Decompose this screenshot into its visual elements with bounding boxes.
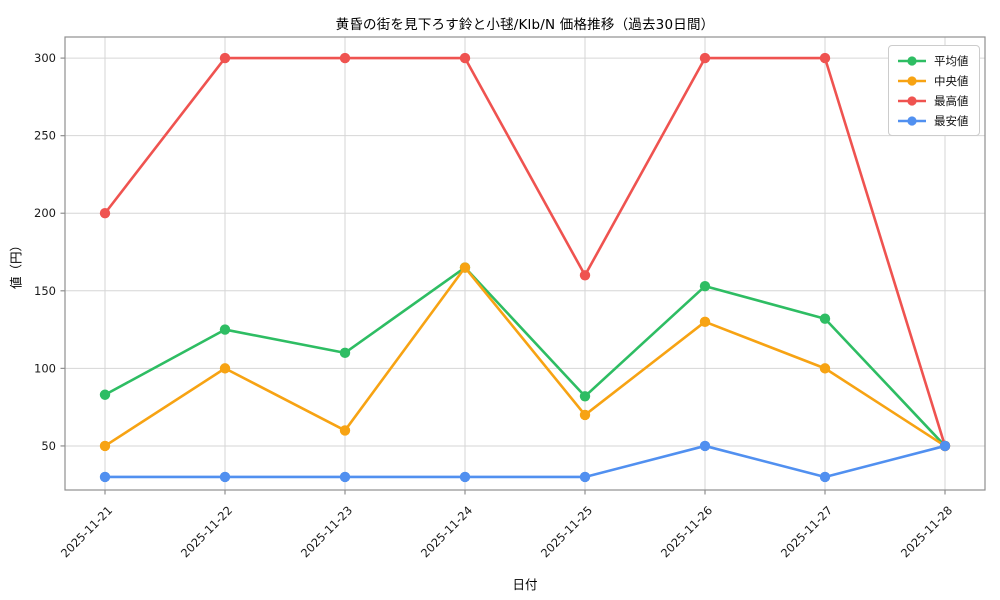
data-point-min bbox=[219, 471, 231, 483]
data-point-median bbox=[219, 363, 231, 374]
legend-item-median: 中央値 bbox=[897, 72, 969, 89]
legend-item-max: 最高値 bbox=[897, 92, 969, 109]
legend-label-max: 最高値 bbox=[934, 93, 969, 108]
series-median bbox=[99, 262, 951, 452]
y-tick-label: 100 bbox=[34, 361, 56, 375]
data-point-max bbox=[219, 52, 231, 64]
y-tick-label: 250 bbox=[34, 129, 56, 143]
x-ticks: 2025-11-21 2025-11-22 2025-11-23 2025-11-24… bbox=[58, 490, 955, 560]
data-point-min bbox=[699, 440, 711, 452]
series-max bbox=[99, 52, 951, 452]
legend-marker-median bbox=[898, 75, 926, 86]
series-min bbox=[99, 440, 951, 483]
x-tick-label: 2025-11-27 bbox=[778, 503, 835, 560]
legend-label-median: 中央値 bbox=[934, 73, 969, 88]
plot-border bbox=[64, 36, 986, 491]
legend-marker-min bbox=[898, 115, 926, 126]
x-tick-label: 2025-11-28 bbox=[898, 503, 955, 560]
data-point-median bbox=[99, 440, 111, 452]
legend-marker-max bbox=[898, 95, 926, 106]
y-tick-label: 150 bbox=[34, 284, 56, 298]
data-point-median bbox=[579, 409, 591, 421]
x-gridlines bbox=[104, 37, 946, 490]
data-point-min bbox=[579, 471, 591, 483]
data-point-average bbox=[699, 280, 711, 292]
y-ticks: 50 100 150 200 250 300 bbox=[34, 51, 65, 453]
data-point-min bbox=[339, 471, 351, 483]
data-point-max bbox=[579, 270, 591, 281]
data-point-min bbox=[819, 471, 831, 483]
legend: 平均値中央値最高値最安値 bbox=[888, 45, 980, 136]
legend-marker-average bbox=[898, 55, 926, 66]
x-tick-label: 2025-11-25 bbox=[538, 503, 595, 560]
series-line-average bbox=[103, 266, 947, 448]
data-point-median bbox=[339, 425, 351, 436]
legend-label-average: 平均値 bbox=[934, 53, 969, 68]
data-point-average bbox=[219, 324, 231, 335]
series-line-max bbox=[103, 56, 947, 448]
legend-item-min: 最安値 bbox=[897, 112, 969, 129]
x-tick-label: 2025-11-22 bbox=[178, 503, 235, 560]
data-point-max bbox=[819, 52, 831, 64]
data-point-average bbox=[339, 347, 351, 359]
series-line-median bbox=[103, 266, 947, 448]
y-tick-label: 200 bbox=[34, 206, 56, 220]
data-point-min bbox=[939, 440, 951, 452]
x-tick-label: 2025-11-23 bbox=[298, 503, 355, 560]
data-point-min bbox=[99, 471, 111, 483]
data-point-median bbox=[699, 316, 711, 328]
x-tick-label: 2025-11-26 bbox=[658, 503, 715, 560]
data-point-median bbox=[459, 262, 471, 273]
data-point-max bbox=[99, 208, 111, 219]
data-point-max bbox=[459, 52, 471, 64]
x-tick-label: 2025-11-21 bbox=[58, 503, 115, 560]
chart-title: 黄昏の街を見下ろす鈴と小毬/Klb/N 価格推移（過去30日間） bbox=[335, 17, 715, 33]
y-tick-label: 300 bbox=[34, 51, 56, 65]
y-tick-label: 50 bbox=[41, 439, 56, 453]
data-point-average bbox=[819, 313, 831, 324]
legend-item-average: 平均値 bbox=[897, 52, 969, 69]
data-point-max bbox=[699, 52, 711, 64]
data-point-average bbox=[579, 391, 591, 402]
data-point-min bbox=[459, 471, 471, 483]
y-gridlines bbox=[65, 57, 985, 447]
legend-label-min: 最安値 bbox=[934, 113, 969, 128]
series-line-min bbox=[103, 444, 947, 479]
data-point-median bbox=[819, 363, 831, 374]
data-point-average bbox=[99, 389, 111, 400]
x-tick-label: 2025-11-24 bbox=[418, 503, 475, 560]
x-axis-label: 日付 bbox=[512, 577, 538, 592]
data-point-max bbox=[339, 52, 351, 64]
